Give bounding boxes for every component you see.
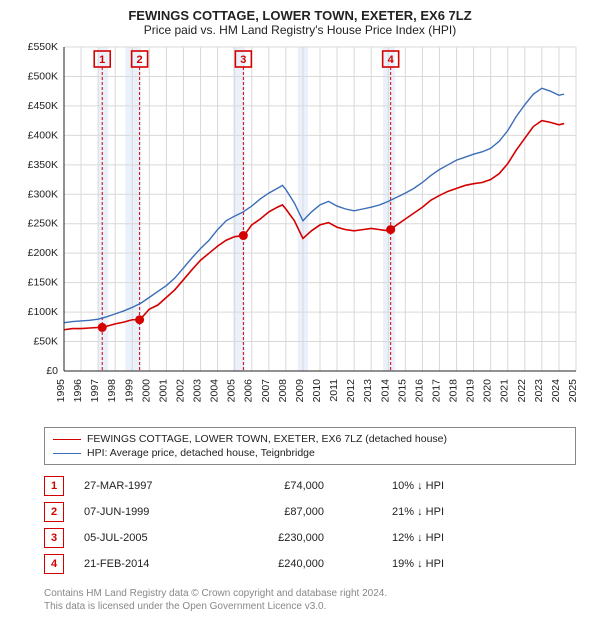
legend-swatch bbox=[53, 439, 81, 440]
chart-subtitle: Price paid vs. HM Land Registry's House … bbox=[0, 23, 600, 41]
event-date: 27-MAR-1997 bbox=[84, 480, 204, 492]
svg-text:2023: 2023 bbox=[533, 379, 545, 403]
svg-text:2: 2 bbox=[137, 54, 143, 66]
svg-text:2000: 2000 bbox=[140, 379, 152, 403]
svg-text:2003: 2003 bbox=[192, 379, 204, 403]
svg-text:2011: 2011 bbox=[328, 379, 340, 402]
svg-text:2025: 2025 bbox=[567, 379, 579, 403]
chart-title: FEWINGS COTTAGE, LOWER TOWN, EXETER, EX6… bbox=[0, 0, 600, 23]
event-marker-box: 1 bbox=[44, 476, 64, 496]
svg-text:2020: 2020 bbox=[482, 379, 494, 403]
event-marker-box: 4 bbox=[44, 554, 64, 574]
svg-text:2012: 2012 bbox=[345, 379, 357, 403]
svg-text:2002: 2002 bbox=[174, 379, 186, 403]
footer-line-2: This data is licensed under the Open Gov… bbox=[44, 600, 576, 613]
svg-text:2004: 2004 bbox=[209, 379, 221, 403]
svg-text:£200K: £200K bbox=[28, 247, 58, 259]
legend-item: FEWINGS COTTAGE, LOWER TOWN, EXETER, EX6… bbox=[53, 432, 567, 446]
event-delta: 12% ↓ HPI bbox=[344, 532, 444, 544]
svg-text:2016: 2016 bbox=[413, 379, 425, 403]
svg-text:2022: 2022 bbox=[516, 379, 528, 403]
event-delta: 10% ↓ HPI bbox=[344, 480, 444, 492]
svg-text:2008: 2008 bbox=[277, 379, 289, 403]
svg-text:2006: 2006 bbox=[243, 379, 255, 403]
svg-text:£250K: £250K bbox=[28, 218, 58, 230]
svg-text:1998: 1998 bbox=[106, 379, 118, 403]
footer-line-1: Contains HM Land Registry data © Crown c… bbox=[44, 587, 576, 600]
svg-text:2005: 2005 bbox=[226, 379, 238, 403]
svg-text:£150K: £150K bbox=[28, 277, 58, 289]
legend-label: FEWINGS COTTAGE, LOWER TOWN, EXETER, EX6… bbox=[87, 433, 447, 445]
legend-label: HPI: Average price, detached house, Teig… bbox=[87, 447, 315, 459]
event-delta: 19% ↓ HPI bbox=[344, 558, 444, 570]
svg-text:1995: 1995 bbox=[55, 379, 67, 403]
svg-text:2001: 2001 bbox=[157, 379, 169, 403]
svg-text:£300K: £300K bbox=[28, 188, 58, 200]
footer: Contains HM Land Registry data © Crown c… bbox=[44, 587, 576, 623]
legend-item: HPI: Average price, detached house, Teig… bbox=[53, 446, 567, 460]
event-marker-box: 3 bbox=[44, 528, 64, 548]
svg-text:£50K: £50K bbox=[33, 336, 58, 348]
svg-text:£550K: £550K bbox=[28, 41, 58, 53]
table-row: 3 05-JUL-2005 £230,000 12% ↓ HPI bbox=[44, 525, 576, 551]
svg-text:£0: £0 bbox=[46, 365, 58, 377]
legend-swatch bbox=[53, 453, 81, 454]
svg-text:3: 3 bbox=[240, 54, 246, 66]
event-price: £87,000 bbox=[224, 506, 324, 518]
svg-text:2007: 2007 bbox=[260, 379, 272, 403]
svg-text:2014: 2014 bbox=[379, 379, 391, 403]
chart-area: £0 £50K £100K £150K £200K £250K £300K £350K £400… bbox=[20, 41, 580, 421]
event-price: £230,000 bbox=[224, 532, 324, 544]
svg-text:£400K: £400K bbox=[28, 129, 58, 141]
chart-svg: £0 £50K £100K £150K £200K £250K £300K £350K £400… bbox=[20, 41, 580, 421]
svg-text:2021: 2021 bbox=[499, 379, 511, 403]
event-delta: 21% ↓ HPI bbox=[344, 506, 444, 518]
svg-text:£450K: £450K bbox=[28, 100, 58, 112]
svg-text:£100K: £100K bbox=[28, 306, 58, 318]
svg-text:2013: 2013 bbox=[362, 379, 374, 403]
event-date: 05-JUL-2005 bbox=[84, 532, 204, 544]
svg-text:1999: 1999 bbox=[123, 379, 135, 403]
svg-text:2017: 2017 bbox=[430, 379, 442, 403]
table-row: 4 21-FEB-2014 £240,000 19% ↓ HPI bbox=[44, 551, 576, 577]
svg-text:2010: 2010 bbox=[311, 379, 323, 403]
events-table: 1 27-MAR-1997 £74,000 10% ↓ HPI 2 07-JUN-1999… bbox=[44, 473, 576, 577]
event-date: 21-FEB-2014 bbox=[84, 558, 204, 570]
svg-text:2018: 2018 bbox=[448, 379, 460, 403]
svg-text:1996: 1996 bbox=[72, 379, 84, 403]
svg-text:2015: 2015 bbox=[396, 379, 408, 403]
event-date: 07-JUN-1999 bbox=[84, 506, 204, 518]
svg-text:2019: 2019 bbox=[465, 379, 477, 403]
table-row: 1 27-MAR-1997 £74,000 10% ↓ HPI bbox=[44, 473, 576, 499]
legend: FEWINGS COTTAGE, LOWER TOWN, EXETER, EX6… bbox=[44, 427, 576, 465]
svg-text:4: 4 bbox=[388, 54, 395, 66]
event-price: £74,000 bbox=[224, 480, 324, 492]
table-row: 2 07-JUN-1999 £87,000 21% ↓ HPI bbox=[44, 499, 576, 525]
event-marker-box: 2 bbox=[44, 502, 64, 522]
svg-text:2009: 2009 bbox=[294, 379, 306, 403]
event-price: £240,000 bbox=[224, 558, 324, 570]
svg-text:£350K: £350K bbox=[28, 159, 58, 171]
svg-text:1997: 1997 bbox=[89, 379, 101, 403]
svg-text:1: 1 bbox=[99, 54, 105, 66]
svg-text:£500K: £500K bbox=[28, 70, 58, 82]
svg-text:2024: 2024 bbox=[550, 379, 562, 403]
